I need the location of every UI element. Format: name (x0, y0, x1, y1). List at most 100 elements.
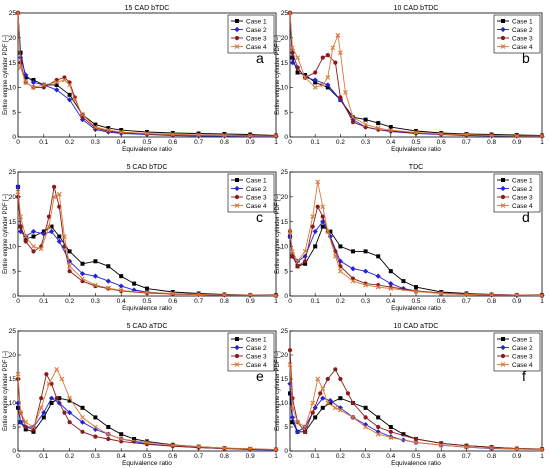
legend-entry: Case 1 (246, 177, 267, 184)
data-point-case-4 (54, 80, 60, 85)
x-tick-label: 0.6 (437, 298, 446, 305)
data-point-case-4 (62, 234, 67, 239)
x-tick-label: 0.2 (65, 298, 74, 305)
data-point-case-4 (287, 10, 293, 16)
y-tick-label: 0 (284, 134, 288, 141)
data-point-case-4 (31, 244, 36, 249)
data-point-case-1 (320, 224, 325, 229)
data-point-case-2 (92, 426, 98, 432)
data-point-case-1 (31, 429, 36, 434)
data-point-case-4 (105, 127, 111, 133)
data-point-case-4 (290, 405, 295, 411)
data-point-case-1 (16, 405, 20, 410)
panel-b: 10 CAD bTDC 0 0.1 0.2 0.3 0.4 0.5 0.6 0.7 0.8 0.9 1… (275, 5, 545, 153)
data-point-case-3 (310, 410, 315, 415)
data-point-case-3 (23, 424, 28, 430)
data-point-case-3 (39, 396, 44, 401)
y-tick-label: 25 (9, 328, 17, 335)
data-point-case-2 (388, 434, 394, 440)
data-point-case-4 (67, 263, 72, 269)
data-point-case-4 (332, 253, 338, 259)
x-tick-label: 0.5 (142, 139, 151, 146)
x-tick-label: 0.1 (311, 453, 320, 460)
data-point-case-4 (489, 292, 494, 298)
data-point-case-4 (350, 415, 356, 420)
series-case-3 (287, 204, 545, 298)
legend-marker (500, 344, 506, 351)
data-point-case-2 (79, 117, 86, 123)
data-point-case-4 (320, 82, 326, 88)
data-point-case-2 (375, 429, 381, 435)
data-point-case-4 (170, 442, 176, 448)
y-tick-label: 5 (284, 109, 288, 116)
data-point-case-4 (302, 75, 308, 80)
x-tick-label: 0.8 (487, 298, 496, 305)
series-line-case-4 (289, 181, 543, 296)
y-tick-label: 10 (281, 85, 289, 92)
panel-letter: d (522, 209, 530, 225)
data-point-case-4 (38, 246, 44, 252)
data-point-case-4 (56, 191, 62, 197)
data-point-case-1 (93, 259, 98, 264)
y-tick-label: 15 (281, 219, 289, 226)
y-tick-label: 5 (12, 268, 16, 275)
x-tick-label: 0.4 (386, 298, 395, 305)
data-point-case-4 (144, 290, 150, 295)
data-point-case-4 (59, 376, 65, 382)
data-point-case-3 (46, 214, 52, 219)
data-point-case-2 (79, 271, 86, 277)
legend-entry: Case 3 (246, 194, 267, 201)
legend-marker (234, 344, 240, 351)
y-tick-label: 20 (9, 35, 17, 42)
legend-entry: Case 3 (512, 35, 533, 42)
data-point-case-3 (54, 396, 59, 401)
x-tick-label: 0.4 (117, 139, 126, 146)
data-point-case-4 (335, 32, 341, 38)
legend-entry: Case 4 (246, 362, 267, 369)
data-point-case-1 (106, 264, 111, 269)
series-line-case-3 (289, 205, 543, 296)
data-point-case-4 (144, 131, 150, 136)
panel-a: 15 CAD bTDC 0 0.1 0.2 0.3 0.4 0.5 0.6 0.7 0.8 0.9 1… (3, 5, 279, 153)
legend-marker (234, 44, 240, 49)
data-point-case-1 (106, 425, 111, 429)
data-point-case-3 (350, 120, 356, 125)
data-point-case-4 (375, 431, 381, 437)
y-tick-label: 5 (284, 268, 288, 275)
data-point-case-4 (31, 424, 36, 430)
x-tick-label: 0.6 (168, 139, 177, 146)
data-point-case-2 (79, 419, 86, 425)
data-point-case-1 (363, 117, 368, 122)
data-point-case-2 (337, 405, 343, 411)
x-tick-label: 0.9 (512, 298, 521, 305)
y-tick-label: 20 (281, 194, 289, 201)
data-point-case-1 (338, 396, 343, 401)
data-point-case-1 (49, 401, 54, 405)
data-point-case-1 (295, 70, 300, 75)
legend-entry: Case 1 (246, 18, 267, 25)
x-tick-label: 0.6 (437, 453, 446, 460)
legend-entry: Case 3 (512, 353, 533, 360)
data-point-case-1 (363, 249, 368, 254)
legend-entry: Case 4 (246, 44, 267, 51)
x-tick-label: 0.3 (91, 298, 100, 305)
data-point-case-3 (318, 391, 323, 396)
data-point-case-4 (438, 131, 444, 137)
data-point-case-1 (49, 224, 54, 229)
data-point-case-4 (93, 282, 98, 288)
data-point-case-4 (363, 424, 368, 430)
x-tick-label: 0.9 (246, 298, 255, 305)
data-point-case-4 (315, 179, 321, 185)
legend-marker (501, 178, 505, 182)
data-point-case-4 (514, 133, 520, 139)
x-tick-label: 0.1 (311, 139, 320, 146)
data-point-case-4 (273, 447, 279, 452)
x-tick-label: 0.8 (220, 453, 229, 460)
legend-marker (500, 44, 506, 49)
y-tick-label: 25 (281, 10, 289, 17)
data-point-case-2 (375, 273, 381, 279)
data-point-case-4 (310, 400, 316, 406)
data-point-case-3 (44, 372, 49, 377)
data-point-case-2 (56, 238, 62, 245)
